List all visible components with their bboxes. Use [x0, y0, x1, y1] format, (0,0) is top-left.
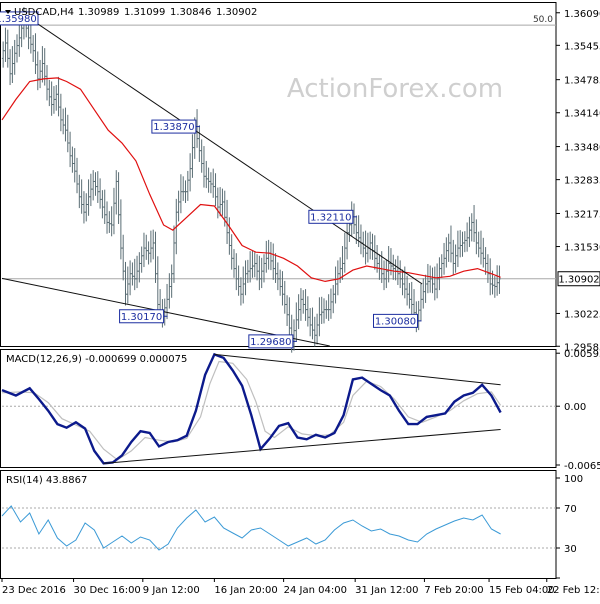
annotation-label: 1.30170 [121, 312, 162, 323]
price-ytick-label: 1.35455 [564, 41, 600, 52]
collapse-arrow-icon [5, 10, 11, 14]
price-panel: ActionForex.com 50.0 1.35980 1.33870 1.32110… [0, 7, 600, 353]
annotation-label: 1.32110 [310, 212, 351, 223]
macd-ytick-label: 0.00 [564, 402, 586, 413]
annotation-label: 1.30080 [375, 316, 416, 327]
header-value: 1.30846 [170, 7, 211, 18]
x-tick-label: 23 Dec 2016 [2, 585, 66, 596]
x-tick-label: 9 Jan 12:00 [143, 585, 200, 596]
x-tick-label: 30 Dec 16:00 [74, 585, 141, 596]
macd-trendline [103, 428, 501, 464]
x-axis: 23 Dec 2016 30 Dec 16:00 9 Jan 12:00 16 Jan… [1, 578, 600, 596]
x-tick-label: 31 Jan 12:00 [355, 585, 418, 596]
x-tick-label: 7 Feb 20:00 [424, 585, 483, 596]
last-price-box [557, 271, 600, 287]
moving-average-line [1, 77, 501, 283]
watermark: ActionForex.com [287, 74, 503, 104]
price-ytick-label: 1.34785 [564, 76, 600, 87]
x-tick-label: 22 Feb 12:00 [547, 585, 600, 596]
macd-ytick-label: -0.006575 [564, 461, 600, 472]
annotation-label: 1.35980 [0, 14, 37, 25]
annotation-box [373, 313, 418, 328]
price-ytick-label: 1.36090 [564, 9, 600, 20]
fib-level-label: 50.0 [533, 15, 553, 25]
annotation-label: 1.29680 [250, 337, 291, 348]
price-trendline [29, 17, 423, 285]
price-ytick-label: 1.32175 [564, 209, 600, 220]
rsi-panel: RSI(14) 43.8867 100 70 30 [1, 474, 583, 579]
price-ytick-label: 1.29585 [564, 342, 600, 353]
rsi-ytick-label: 100 [564, 474, 583, 485]
price-ytick-label: 1.32835 [564, 176, 600, 187]
macd-trendline [214, 353, 501, 386]
rsi-line [1, 505, 501, 551]
rsi-title: RSI(14) 43.8867 [6, 475, 87, 486]
annotation-box [119, 309, 165, 324]
header-value: 1.30989 [78, 7, 119, 18]
rsi-ytick-label: 70 [564, 504, 577, 515]
annotation-box [0, 11, 39, 26]
price-ytick-label: 1.31530 [564, 243, 600, 254]
price-ytick-label: 1.30225 [564, 309, 600, 320]
price-ytick-label: 1.34140 [564, 109, 600, 120]
annotation-label: 1.33870 [153, 122, 194, 133]
price-ytick-label: 1.33480 [564, 143, 600, 154]
header-value: 1.31099 [124, 7, 165, 18]
last-price-label: 1.30902 [558, 275, 599, 286]
macd-panel: MACD(12,26,9) -0.000699 0.000075 0.00593 0… [1, 349, 600, 472]
x-tick-label: 16 Jan 20:00 [214, 585, 277, 596]
macd-line [1, 352, 502, 465]
macd-ytick-label: 0.00593 [564, 349, 600, 360]
symbol-label: USDCAD,H4 [14, 7, 74, 18]
x-tick-label: 15 Feb 04:00 [489, 585, 555, 596]
header-value: 1.30902 [216, 7, 257, 18]
rsi-ytick-label: 30 [564, 544, 577, 555]
annotation-box [151, 119, 197, 134]
macd-title: MACD(12,26,9) -0.000699 0.000075 [6, 354, 187, 365]
price-bars [1, 7, 501, 353]
annotation-box [248, 334, 294, 349]
macd-signal-line [1, 360, 502, 461]
rsi-panel-frame [0, 470, 557, 579]
macd-panel-frame [0, 349, 557, 468]
x-tick-label: 24 Jan 04:00 [284, 585, 347, 596]
annotation-box [308, 209, 354, 224]
